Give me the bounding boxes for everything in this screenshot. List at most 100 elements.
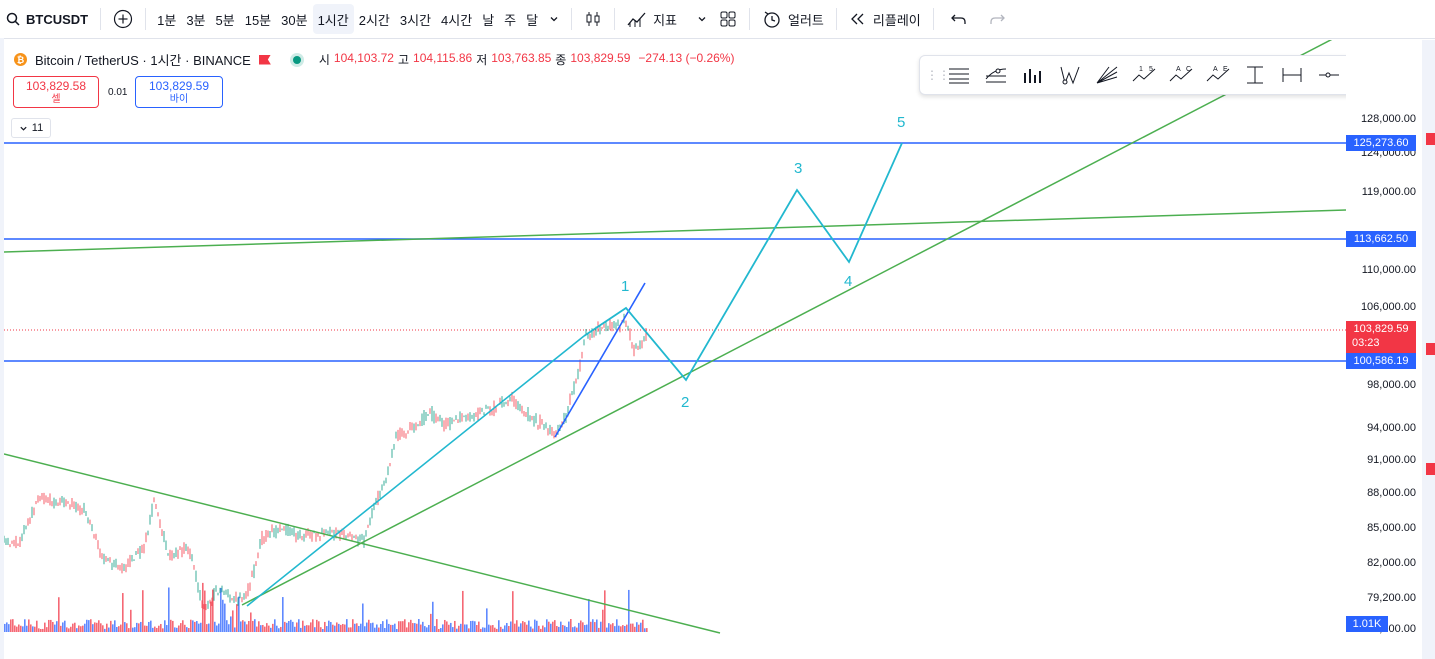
layouts-button[interactable] <box>713 4 743 34</box>
volume-bar <box>428 624 430 632</box>
volume-bar <box>338 623 340 632</box>
current-price-value: 103,829.59 <box>1353 323 1409 335</box>
replay-button[interactable]: 리플레이 <box>843 4 927 34</box>
interval-dropdown-button[interactable] <box>543 4 565 34</box>
chart-pane[interactable] <box>4 40 1346 659</box>
undo-button[interactable] <box>944 4 974 34</box>
sell-button[interactable]: 103,829.58 셀 <box>13 76 99 108</box>
bitcoin-icon: ₿ <box>14 53 27 66</box>
interval-button[interactable]: 15분 <box>244 12 272 28</box>
interval-button[interactable]: 달 <box>526 12 539 28</box>
legend-title[interactable]: Bitcoin / TetherUS · 1시간 · BINANCE <box>35 53 251 68</box>
alert-marker[interactable] <box>1426 133 1435 145</box>
histogram-tool[interactable] <box>1014 60 1051 90</box>
elliott-wave-path[interactable] <box>583 142 903 382</box>
price-tick: 110,000.00 <box>1361 264 1416 276</box>
close-value: 103,829.59 <box>570 51 631 65</box>
interval-button[interactable]: 2시간 <box>358 12 390 28</box>
volume-bar <box>406 627 408 632</box>
volume-bar <box>332 624 334 632</box>
chart-type-button[interactable] <box>578 4 608 34</box>
interval-button[interactable]: 30분 <box>281 12 308 28</box>
volume-bar <box>78 625 80 632</box>
channel-line[interactable] <box>246 335 585 607</box>
volume-bar <box>512 591 514 632</box>
regression-channel-tool[interactable] <box>977 60 1014 90</box>
alert-marker[interactable] <box>1426 343 1435 355</box>
price-range-tool[interactable] <box>1236 60 1273 90</box>
indicators-dropdown-button[interactable] <box>691 4 713 34</box>
volume-bar <box>540 628 542 632</box>
compare-button[interactable] <box>107 4 139 34</box>
volume-bar <box>58 597 60 632</box>
volume-bar <box>256 626 258 632</box>
volume-bar <box>528 620 530 632</box>
volume-bar <box>536 620 538 632</box>
horizontal-ray-tool[interactable] <box>1310 60 1347 90</box>
volume-bar <box>38 628 40 632</box>
date-range-tool[interactable] <box>1273 60 1310 90</box>
volume-bar <box>474 621 476 632</box>
volume-bar <box>496 628 498 632</box>
volume-bar <box>196 621 198 632</box>
volume-bar <box>146 625 148 632</box>
volume-bar <box>326 626 328 632</box>
price-tick: 106,000.00 <box>1360 301 1416 313</box>
volume-bar <box>308 625 310 632</box>
volume-bar <box>610 624 612 632</box>
volume-bar <box>348 627 350 632</box>
indicators-label: 지표 <box>653 12 678 28</box>
volume-bar <box>582 622 584 632</box>
wave-label-1: 1 <box>621 278 630 295</box>
volume-bar <box>174 627 176 632</box>
impulse-line[interactable] <box>554 282 646 438</box>
level-badge-low[interactable]: 100,586.19 <box>1346 353 1416 369</box>
volume-bar <box>642 619 644 632</box>
divider <box>835 8 837 30</box>
parallel-channel-tool[interactable] <box>940 60 977 90</box>
volume-bar <box>152 627 154 632</box>
level-badge-mid[interactable]: 113,662.50 <box>1346 231 1416 247</box>
level-badge-top[interactable]: 125,273.60 <box>1346 135 1416 151</box>
svg-text:E: E <box>1223 66 1228 73</box>
flag-icon[interactable] <box>258 54 271 65</box>
interval-button[interactable]: 3시간 <box>399 12 432 28</box>
interval-button[interactable]: 1시간 <box>312 4 354 34</box>
pitchfork-tool[interactable] <box>1051 60 1088 90</box>
price-chart[interactable] <box>4 40 1346 659</box>
indicators-collapse-button[interactable]: 11 <box>11 118 51 138</box>
volume-bar <box>306 625 308 632</box>
buy-button[interactable]: 103,829.59 바이 <box>135 76 223 108</box>
interval-button[interactable]: 4시간 <box>441 12 473 28</box>
volume-bar <box>250 612 252 632</box>
interval-button[interactable]: 날 <box>482 12 495 28</box>
alert-marker[interactable] <box>1426 463 1435 475</box>
trend-line-upper[interactable] <box>4 209 1346 253</box>
interval-button[interactable]: 3분 <box>186 12 206 28</box>
price-tick: 128,000.00 <box>1360 113 1416 125</box>
interval-button[interactable]: 주 <box>504 12 517 28</box>
volume-bar <box>352 619 354 632</box>
volume-bar <box>12 619 14 632</box>
volume-bar <box>464 624 466 632</box>
interval-button[interactable]: 1분 <box>157 12 177 28</box>
trend-line-descending[interactable] <box>4 453 721 634</box>
trend-line-support[interactable] <box>241 40 1346 606</box>
volume-bar <box>568 621 570 632</box>
redo-button[interactable] <box>982 4 1012 34</box>
volume-bar <box>16 626 18 632</box>
interval-button[interactable]: 5분 <box>215 12 235 28</box>
indicators-button[interactable]: 지표 <box>621 4 683 34</box>
alert-button[interactable]: 얼러트 <box>756 4 830 34</box>
drag-handle-icon[interactable]: ⋮⋮ <box>926 68 950 82</box>
fan-tool[interactable] <box>1088 60 1125 90</box>
volume-bar <box>608 623 610 632</box>
volume-bar <box>462 590 464 632</box>
symbol-search-button[interactable]: BTCUSDT <box>0 4 94 34</box>
volume-bar <box>238 596 240 632</box>
volume-bar <box>386 619 388 632</box>
volume-bar <box>292 621 294 632</box>
